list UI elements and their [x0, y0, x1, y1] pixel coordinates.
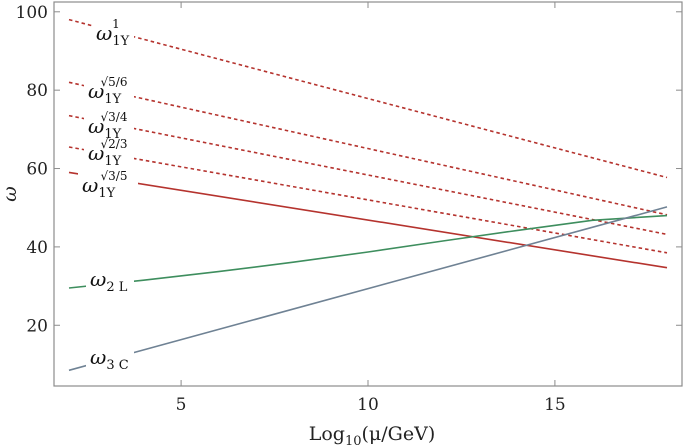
series-label-superscript: √3/5	[101, 169, 128, 183]
series-label: ω1Y	[96, 21, 130, 49]
y-axis-title: ω	[0, 186, 21, 202]
series-line	[68, 214, 668, 289]
series-label-bg	[84, 76, 134, 106]
series-label: ω1Y	[88, 79, 122, 107]
x-tick-label: 10	[357, 395, 379, 415]
series-lines	[68, 18, 668, 372]
series-label-superscript: 1	[112, 17, 120, 31]
series-line	[68, 206, 668, 372]
series-label-superscript: √2/3	[101, 137, 128, 151]
y-tick-label: 40	[26, 238, 48, 258]
series-line	[68, 146, 668, 254]
series-label: ω3 C	[90, 345, 129, 373]
series-line	[68, 81, 668, 216]
y-tick-label: 100	[16, 3, 48, 23]
plot-frame	[53, 1, 683, 387]
y-tick-label: 80	[26, 81, 48, 101]
y-tick-label: 60	[26, 160, 48, 180]
x-axis-title: Log10(μ/GeV)	[309, 423, 435, 446]
series-label: ω1Y	[88, 141, 122, 169]
series-label-bg	[86, 266, 134, 294]
series-label-superscript: √3/4	[101, 110, 128, 124]
x-tick-label: 5	[176, 395, 187, 415]
series-label-bg	[86, 344, 134, 372]
y-tick-label: 20	[26, 316, 48, 336]
series-label: ω2 L	[90, 267, 128, 295]
series-label-bg	[78, 168, 138, 200]
series-line	[68, 171, 668, 269]
series-label: ω1Y	[82, 173, 116, 201]
series-label-bg	[84, 112, 134, 140]
series-label-superscript: √5/6	[101, 75, 128, 89]
x-tick-label: 15	[544, 395, 566, 415]
series-line	[68, 18, 668, 179]
axis-ticks: 5 10 15 20 40 60 80 100	[16, 2, 682, 415]
series-label-bg	[84, 138, 134, 166]
series-label-bg	[92, 20, 134, 48]
series-line	[68, 114, 668, 236]
